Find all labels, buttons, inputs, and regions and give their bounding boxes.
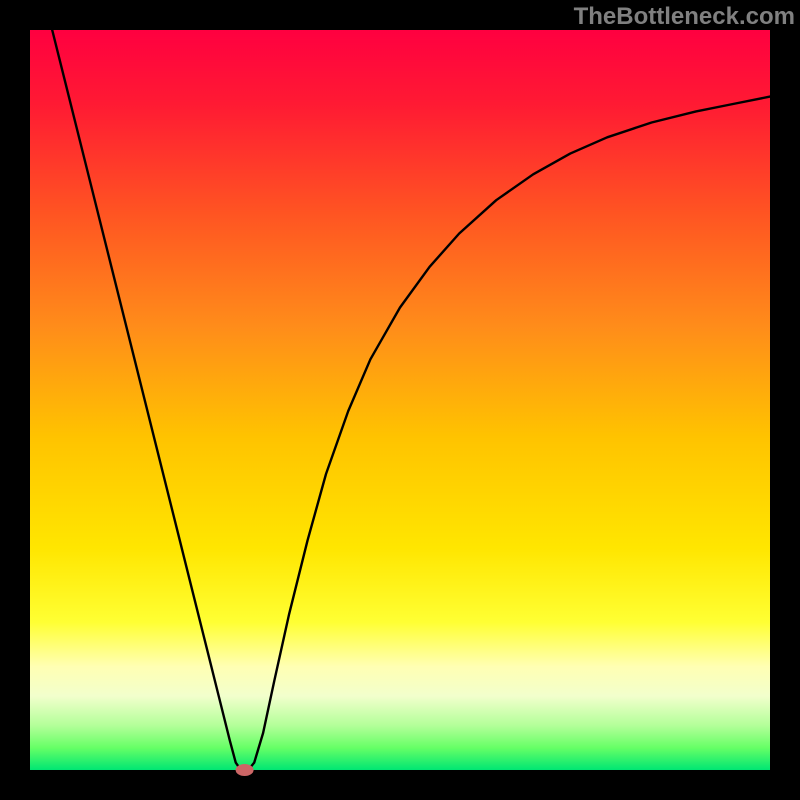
watermark-text: TheBottleneck.com [574, 3, 795, 30]
plot-background-gradient [30, 30, 770, 770]
chart-svg: TheBottleneck.com [0, 0, 800, 800]
bottleneck-chart: TheBottleneck.com [0, 0, 800, 800]
optimum-marker [236, 764, 254, 776]
